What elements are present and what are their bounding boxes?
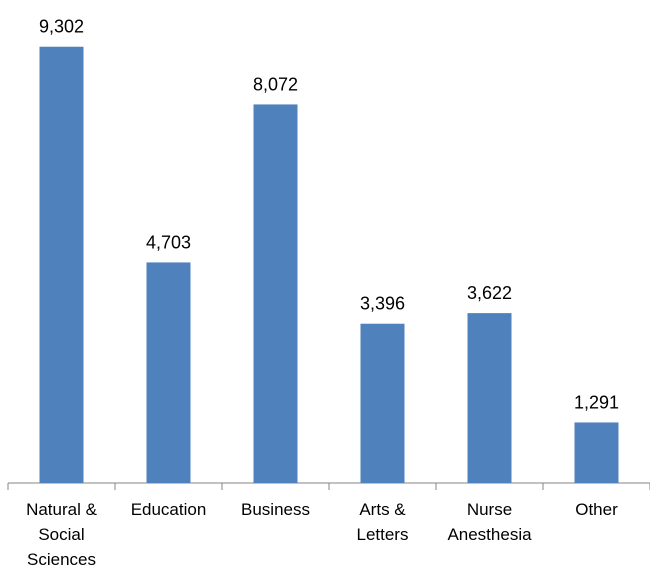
data-label: 8,072 — [253, 74, 298, 94]
data-label: 4,703 — [146, 232, 191, 252]
bar — [467, 313, 512, 483]
bar — [39, 46, 84, 483]
bar — [253, 104, 298, 483]
data-label: 9,302 — [39, 17, 84, 37]
data-label: 3,622 — [467, 283, 512, 303]
data-label: 3,396 — [360, 294, 405, 314]
bar — [360, 323, 405, 483]
x-tick-label: Arts & Letters — [356, 500, 409, 544]
bar — [146, 262, 191, 483]
data-label: 1,291 — [574, 392, 619, 412]
x-tick-label: Business — [241, 500, 310, 519]
x-tick-label: Nurse Anesthesia — [447, 500, 532, 544]
bar — [574, 422, 619, 483]
x-tick-label: Natural & Social Sciences — [26, 500, 97, 569]
x-tick-label: Education — [130, 500, 207, 519]
x-tick-label: Other — [575, 500, 618, 519]
